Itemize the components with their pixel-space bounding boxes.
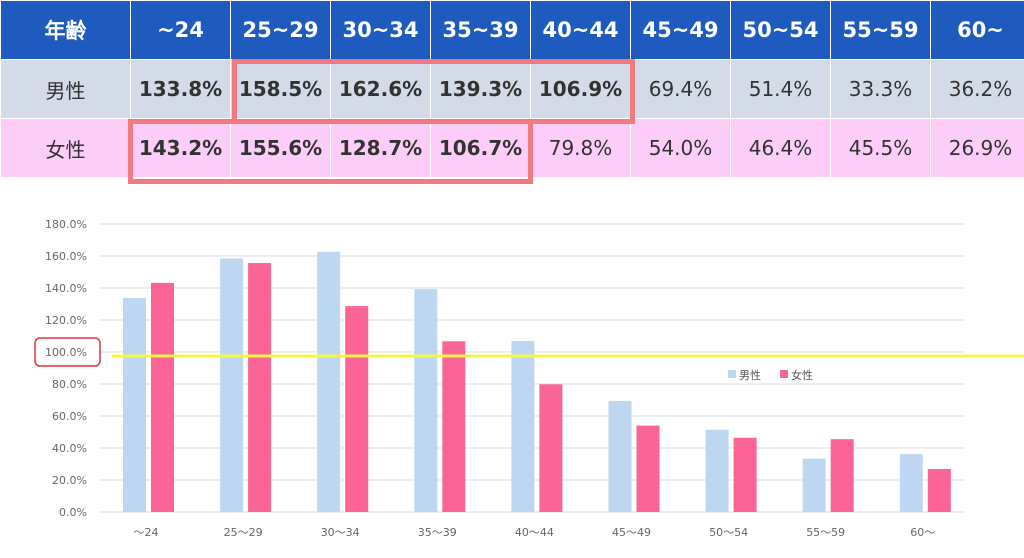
bar-female	[442, 341, 466, 512]
header-age-group: 45~49	[630, 0, 731, 60]
table-cell: 33.3%	[830, 59, 931, 119]
bar-female	[927, 468, 951, 512]
y-tick-label: 40.0%	[52, 442, 87, 455]
legend-swatch	[780, 370, 788, 378]
header-age-group: 60~	[930, 0, 1024, 60]
y-tick-label: 20.0%	[52, 474, 87, 487]
x-tick-label: 30～34	[321, 526, 360, 539]
header-age-group: 50~54	[730, 0, 831, 60]
bar-female	[636, 425, 660, 512]
y-tick-label: 180.0%	[45, 218, 87, 231]
bar-female	[539, 384, 563, 512]
table-cell: 106.9%	[530, 59, 631, 119]
row-label: 男性	[0, 59, 131, 119]
y-tick-label: 140.0%	[45, 282, 87, 295]
header-age-group: 30~34	[330, 0, 431, 60]
table-row-female: 女性 143.2% 155.6% 128.7% 106.7% 79.8% 54.0% 46.4…	[0, 118, 1024, 178]
table-cell: 51.4%	[730, 59, 831, 119]
y-tick-label: 160.0%	[45, 250, 87, 263]
x-tick-label: 25～29	[224, 526, 263, 539]
y-tick-label: 80.0%	[52, 378, 87, 391]
header-age-group: 55~59	[830, 0, 931, 60]
x-tick-label: 35～39	[418, 526, 457, 539]
bar-male	[899, 454, 923, 512]
highlight-box-100	[34, 337, 101, 367]
bar-male	[511, 340, 535, 512]
y-tick-label: 60.0%	[52, 410, 87, 423]
x-tick-label: 50～54	[709, 526, 748, 539]
bar-male	[608, 400, 632, 512]
table-cell: 106.7%	[430, 118, 531, 178]
ratio-table: 年齢 ~24 25~29 30~34 35~39 40~44 45~49 50~54 55~59…	[0, 0, 1024, 178]
bar-female	[345, 306, 369, 512]
table-cell: 128.7%	[330, 118, 431, 178]
bar-female	[830, 439, 854, 512]
table-cell: 133.8%	[130, 59, 231, 119]
header-age-group: 40~44	[530, 0, 631, 60]
x-tick-label: 40～44	[515, 526, 554, 539]
bar-male	[317, 251, 341, 512]
x-tick-label: 45～49	[612, 526, 651, 539]
bar-male	[123, 297, 146, 512]
row-label: 女性	[0, 118, 131, 178]
y-tick-label: 120.0%	[45, 314, 87, 327]
table-cell: 46.4%	[730, 118, 831, 178]
x-tick-label: 60～	[910, 526, 935, 539]
highlight-box-female	[128, 119, 533, 184]
legend-swatch	[728, 370, 736, 378]
table-header-row: 年齢 ~24 25~29 30~34 35~39 40~44 45~49 50~54 55~59…	[0, 0, 1024, 60]
y-tick-label: 100.0%	[45, 346, 87, 359]
bar-female	[733, 437, 757, 512]
table-cell: 54.0%	[630, 118, 731, 178]
x-tick-label: ～24	[134, 526, 159, 539]
bar-male	[802, 458, 826, 512]
bar-female	[151, 282, 174, 512]
table-cell: 69.4%	[630, 59, 731, 119]
bar-male	[705, 429, 729, 512]
table-cell: 139.3%	[430, 59, 531, 119]
x-tick-label: 55～59	[806, 526, 845, 539]
y-tick-label: 0.0%	[59, 506, 87, 519]
bar-female	[248, 263, 272, 512]
table-cell: 155.6%	[230, 118, 331, 178]
table-cell: 45.5%	[830, 118, 931, 178]
legend-label: 男性	[739, 368, 761, 382]
table-cell: 36.2%	[930, 59, 1024, 119]
bar-male	[220, 258, 244, 512]
legend-label: 女性	[791, 368, 813, 382]
table-cell: 26.9%	[930, 118, 1024, 178]
header-age-label: 年齢	[0, 0, 131, 60]
bar-male	[414, 289, 438, 512]
table-cell: 158.5%	[230, 59, 331, 119]
